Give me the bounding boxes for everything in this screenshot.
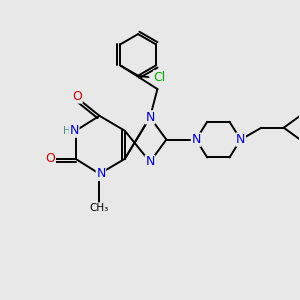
Text: CH₃: CH₃ xyxy=(90,203,109,213)
Text: N: N xyxy=(191,133,201,146)
Text: N: N xyxy=(96,167,106,180)
Text: H: H xyxy=(64,126,71,136)
Text: N: N xyxy=(145,155,155,168)
Text: O: O xyxy=(72,90,82,103)
Text: N: N xyxy=(236,133,245,146)
Text: N: N xyxy=(145,111,155,124)
Text: Cl: Cl xyxy=(154,71,166,84)
Text: N: N xyxy=(70,124,79,137)
Text: O: O xyxy=(46,152,56,165)
